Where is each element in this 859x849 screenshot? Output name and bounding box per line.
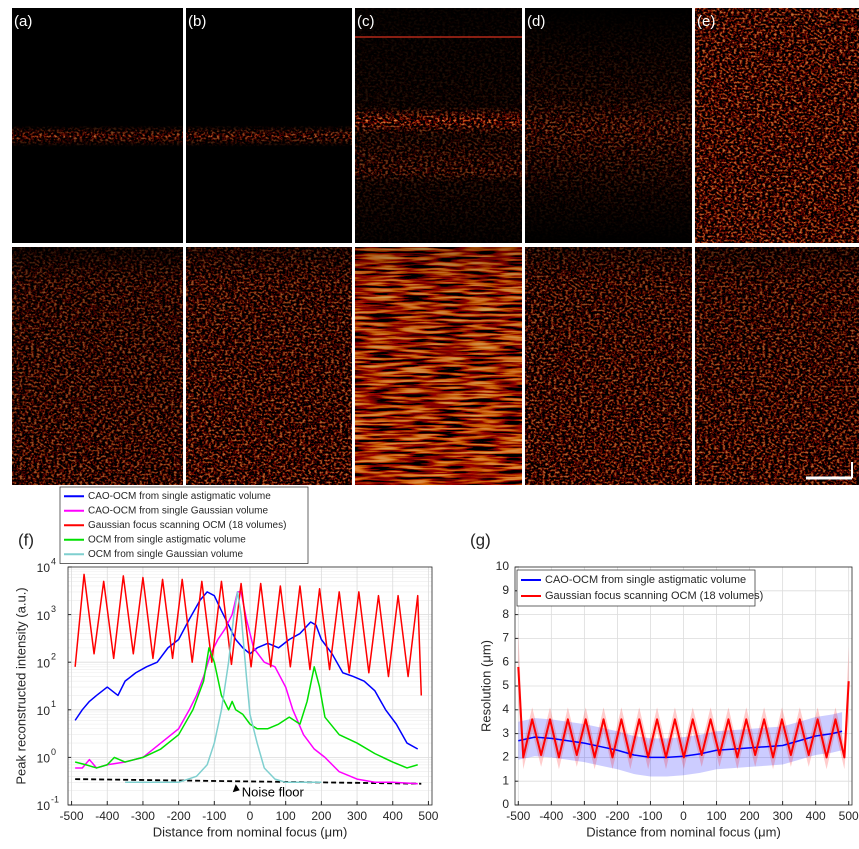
x-tick-label: 100: [707, 809, 727, 823]
x-tick-label: 100: [276, 809, 296, 823]
y-tick-exponent: -1: [51, 794, 59, 804]
x-tick-label: 300: [773, 809, 793, 823]
x-tick-label: -400: [539, 809, 563, 823]
x-tick-label: -300: [572, 809, 596, 823]
image-shade: [12, 8, 183, 243]
annotation-arrow: [232, 784, 240, 793]
legend-label: CAO-OCM from single astigmatic volume: [545, 574, 746, 586]
x-axis-label: Distance from nominal focus (μm): [153, 824, 348, 839]
x-tick-label: -500: [60, 809, 84, 823]
x-tick-label: -100: [638, 809, 662, 823]
y-tick-label: 10: [37, 704, 51, 718]
y-tick-label: 5: [502, 678, 509, 692]
y-tick-exponent: 4: [51, 556, 56, 566]
y-tick-label: 10: [496, 559, 510, 573]
series-line: [74, 647, 418, 769]
y-tick-label: 1: [502, 773, 509, 787]
legend-label: OCM from single astigmatic volume: [88, 534, 246, 545]
x-tick-label: -200: [605, 809, 629, 823]
x-tick-label: 200: [311, 809, 331, 823]
y-tick-label: 8: [502, 607, 509, 621]
y-tick-label: 10: [37, 752, 51, 766]
series-line: [517, 666, 850, 759]
panel-label: (a): [14, 13, 32, 30]
x-axis-label: Distance from nominal focus (μm): [586, 824, 781, 839]
y-tick-label: 3: [502, 726, 509, 740]
annotation: Noise floor: [242, 785, 305, 800]
x-tick-label: 400: [383, 809, 403, 823]
y-tick-label: 4: [502, 702, 509, 716]
y-tick-exponent: 3: [51, 604, 56, 614]
image-shade: [355, 247, 522, 485]
legend-label: Gaussian focus scanning OCM (18 volumes): [88, 520, 286, 531]
y-tick-label: 0: [502, 797, 509, 811]
y-tick-label: 10: [37, 609, 51, 623]
x-tick-label: 0: [680, 809, 687, 823]
y-tick-label: 2: [502, 750, 509, 764]
x-tick-label: 0: [247, 809, 254, 823]
x-tick-label: 500: [839, 809, 859, 823]
image-shade: [525, 8, 692, 243]
legend-label: Gaussian focus scanning OCM (18 volumes): [545, 590, 763, 602]
plot-frame: [514, 566, 853, 806]
panel-label: (b): [188, 13, 206, 30]
legend-label: OCM from single Gaussian volume: [88, 549, 243, 560]
image-shade: [186, 247, 352, 485]
y-tick-exponent: 1: [51, 699, 56, 709]
noise-floor-line: [75, 778, 422, 785]
x-tick-label: 400: [806, 809, 826, 823]
series-line: [125, 591, 322, 784]
x-tick-label: -300: [131, 809, 155, 823]
legend-label: CAO-OCM from single astigmatic volume: [88, 491, 271, 502]
y-axis-label: Resolution (μm): [478, 640, 493, 732]
x-tick-label: 500: [418, 809, 438, 823]
series-line: [74, 573, 423, 696]
panel-label: (f): [18, 530, 34, 549]
series-line: [74, 591, 419, 750]
image-shade: [355, 8, 522, 243]
plot-frame: [67, 566, 433, 806]
panel-label: (g): [470, 530, 491, 549]
y-axis-label: Peak reconstructed intensity (a.u.): [13, 587, 28, 784]
x-tick-label: -500: [506, 809, 530, 823]
x-tick-label: -400: [95, 809, 119, 823]
y-tick-label: 10: [37, 656, 51, 670]
x-tick-label: 300: [347, 809, 367, 823]
legend-box: [59, 486, 309, 564]
y-tick-label: 7: [502, 631, 509, 645]
image-texture: [695, 8, 859, 243]
y-tick-exponent: 2: [51, 652, 56, 662]
y-tick-label: 10: [37, 561, 51, 575]
image-shade: [525, 247, 692, 485]
y-tick-label: 9: [502, 583, 509, 597]
panel-label: (e): [697, 13, 715, 30]
legend-label: CAO-OCM from single Gaussian volume: [88, 505, 268, 516]
image-shade: [186, 8, 352, 243]
y-tick-exponent: 0: [51, 747, 56, 757]
legend-box: [516, 569, 756, 607]
image-panels: (a) (b) (c) (d) (e): [12, 8, 859, 485]
y-tick-label: 10: [37, 799, 51, 813]
image-shade: [12, 247, 183, 485]
x-tick-label: 200: [740, 809, 760, 823]
x-tick-label: -100: [202, 809, 226, 823]
x-tick-label: -200: [167, 809, 191, 823]
image-shade: [695, 247, 859, 485]
panel-label: (c): [357, 13, 375, 30]
panel-label: (d): [527, 13, 545, 30]
y-tick-label: 6: [502, 654, 509, 668]
